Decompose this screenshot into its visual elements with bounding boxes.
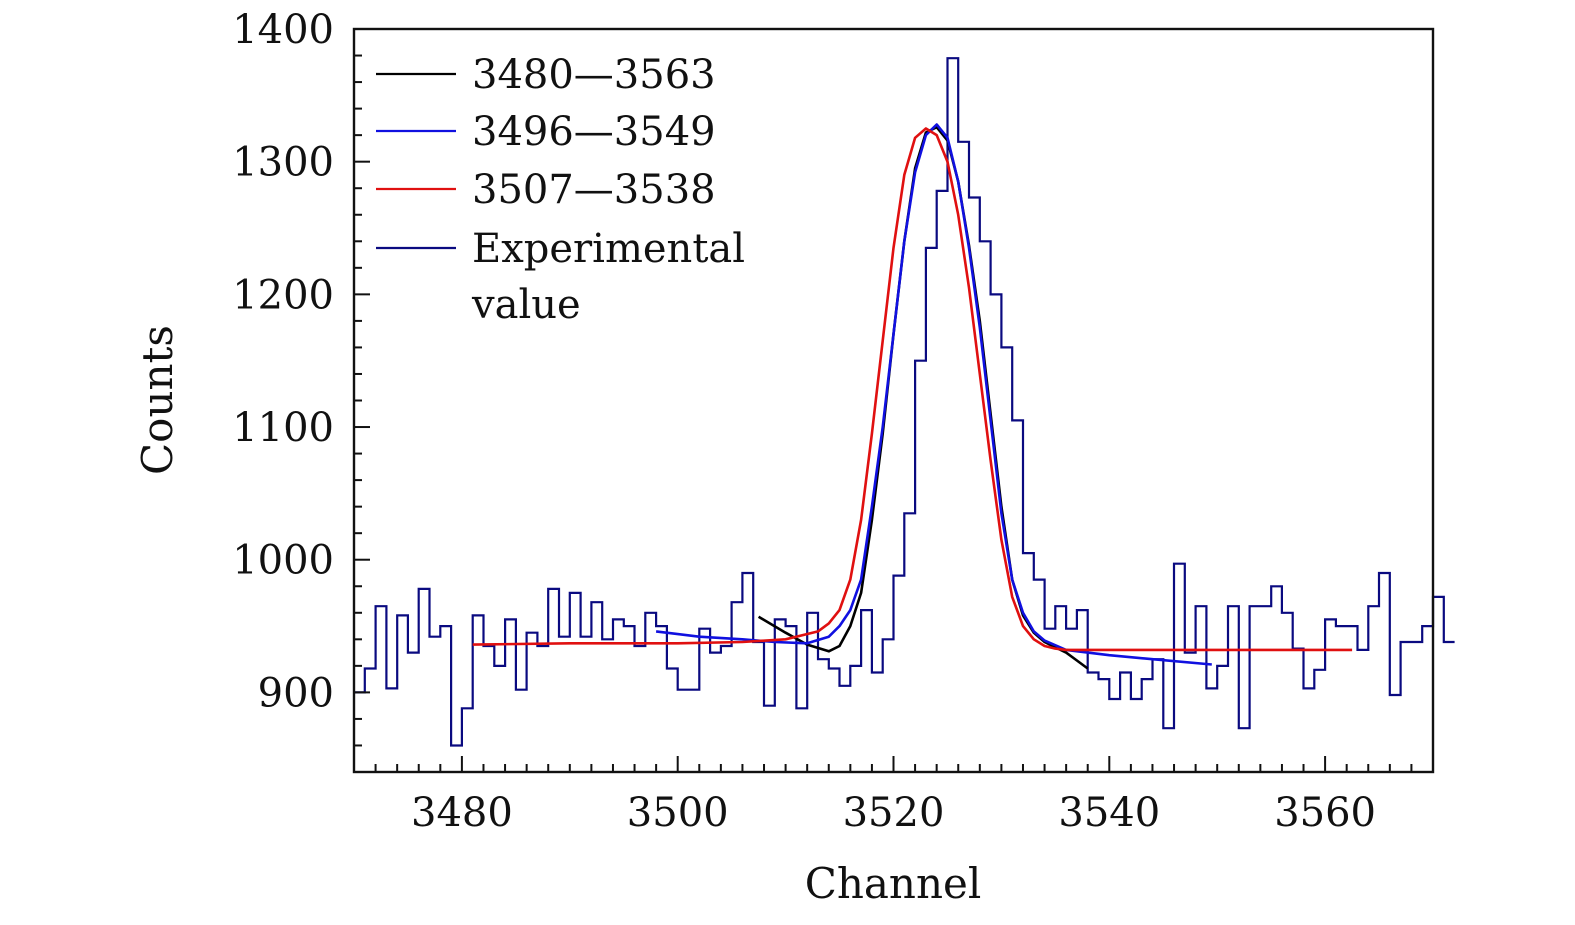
legend: 3480—3563 3496—3549 3507—3538 Experiment… xyxy=(376,52,745,328)
x-tick-label: 3480 xyxy=(411,790,513,836)
y-tick-label: 1300 xyxy=(232,140,334,186)
x-tick-label: 3540 xyxy=(1058,790,1160,836)
y-tick-label: 1000 xyxy=(232,538,334,584)
y-axis-label: Counts xyxy=(133,325,182,475)
x-axis-label: Channel xyxy=(805,859,982,908)
y-tick-label: 1100 xyxy=(232,405,334,451)
x-tick-label: 3500 xyxy=(627,790,729,836)
legend-label-experimental-line2: value xyxy=(471,282,581,328)
axis-layer: 3480 3500 3520 3540 3560 900 1000 1100 1200 1300 1… xyxy=(232,7,1434,836)
plot-frame xyxy=(352,27,1435,774)
x-tick-label: 3560 xyxy=(1274,790,1376,836)
legend-label-3496-3549: 3496—3549 xyxy=(472,109,716,155)
y-tick-label: 900 xyxy=(258,670,334,716)
plot-background xyxy=(354,29,1433,772)
legend-label-experimental: Experimental xyxy=(472,226,745,272)
legend-label-3480-3563: 3480—3563 xyxy=(472,52,716,98)
series-fit-line-2 xyxy=(472,127,1353,652)
series-experimental-histogram xyxy=(354,57,1455,747)
series-fit-line-1 xyxy=(655,123,1212,666)
x-tick-label: 3520 xyxy=(843,790,945,836)
legend-label-3507-3538: 3507—3538 xyxy=(472,167,716,213)
series-layer xyxy=(354,57,1455,747)
y-tick-label: 1200 xyxy=(232,272,334,318)
y-tick-label: 1400 xyxy=(232,7,334,53)
